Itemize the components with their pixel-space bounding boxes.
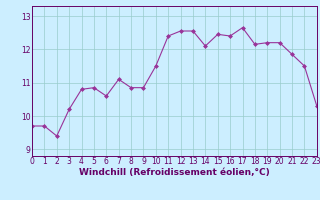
X-axis label: Windchill (Refroidissement éolien,°C): Windchill (Refroidissement éolien,°C) — [79, 168, 270, 177]
